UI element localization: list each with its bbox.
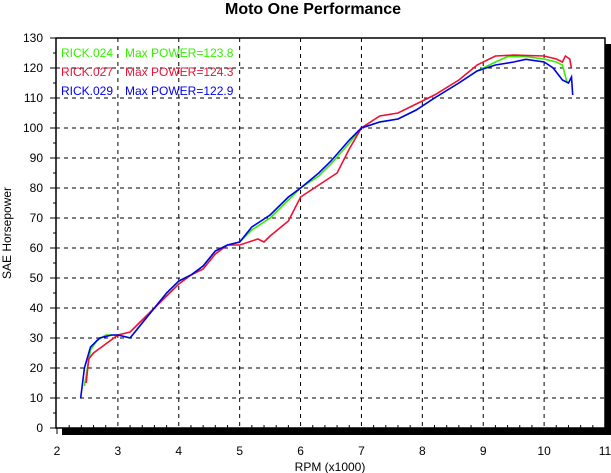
series-lines	[79, 54, 574, 399]
legend-entry-name: RICK.029	[61, 84, 113, 98]
legend-entry-max-power: Max POWER=124.3	[125, 65, 234, 79]
axes: 2 3 4 5 6 7 8 9 10 110102030405060708090100110120…	[23, 31, 611, 458]
y-tick-label: 130	[23, 31, 43, 45]
shadow-right	[605, 44, 611, 435]
y-tick-label: 40	[30, 301, 44, 315]
x-tick-label: 8	[419, 444, 426, 458]
legend-entry-max-power: Max POWER=122.9	[125, 84, 234, 98]
y-tick-label: 0	[36, 421, 43, 435]
x-tick-label: 11	[599, 444, 611, 458]
y-tick-label: 110	[24, 91, 43, 105]
y-tick-label: 120	[23, 61, 43, 75]
y-tick-label: 100	[23, 121, 43, 135]
chart-title: Moto One Performance	[225, 1, 401, 18]
series-line-rick-024	[83, 55, 568, 387]
y-tick-label: 60	[30, 241, 44, 255]
shadow-bottom	[62, 428, 611, 435]
y-tick-label: 10	[30, 391, 44, 405]
x-tick-label: 7	[358, 444, 365, 458]
y-axis-label: SAE Horsepower	[0, 187, 14, 279]
x-tick-label: 4	[175, 444, 182, 458]
y-tick-label: 20	[30, 361, 44, 375]
legend-entry-name: RICK.027	[61, 65, 113, 79]
x-tick-label: 5	[236, 444, 243, 458]
x-axis-label: RPM (x1000)	[295, 460, 366, 473]
y-tick-label: 50	[30, 271, 44, 285]
x-tick-label: 6	[297, 444, 304, 458]
x-tick-label: 9	[480, 444, 487, 458]
y-tick-label: 70	[30, 211, 44, 225]
series-line-rick-027	[85, 54, 573, 384]
y-tick-label: 90	[30, 151, 44, 165]
x-tick-label: 2	[54, 444, 61, 458]
x-tick-label: 3	[115, 444, 122, 458]
grid	[56, 38, 605, 428]
legend-entry-name: RICK.024	[61, 46, 113, 60]
legend: RICK.024 Max POWER=123.8 RICK.027 Max POWER…	[61, 46, 234, 98]
y-tick-label: 80	[30, 181, 44, 195]
x-tick-label: 10	[537, 444, 551, 458]
series-line-rick-029	[79, 58, 574, 399]
y-tick-label: 30	[30, 331, 44, 345]
legend-entry-max-power: Max POWER=123.8	[125, 46, 234, 60]
